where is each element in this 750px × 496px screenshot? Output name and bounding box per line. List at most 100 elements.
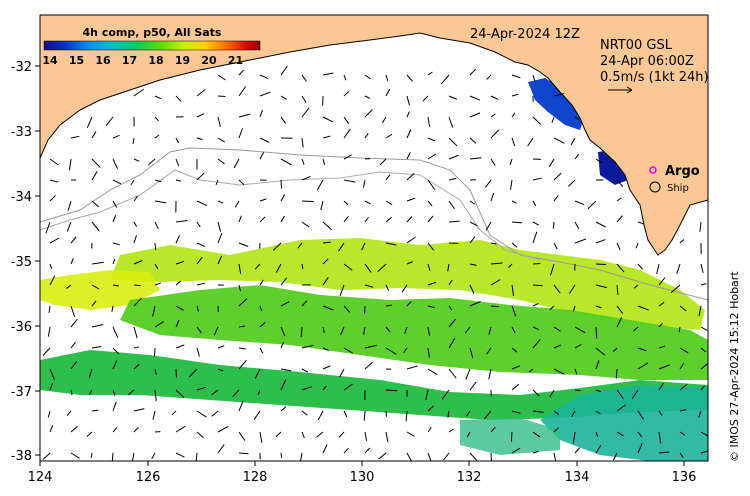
current-arrow bbox=[363, 410, 366, 421]
current-arrow bbox=[280, 406, 287, 412]
current-arrow bbox=[364, 200, 371, 205]
current-arrow bbox=[42, 452, 51, 460]
current-arrow bbox=[510, 179, 513, 190]
current-arrow bbox=[469, 221, 478, 227]
current-arrow bbox=[532, 339, 541, 349]
current-arrow bbox=[238, 400, 244, 412]
current-arrow bbox=[301, 74, 307, 82]
current-arrow bbox=[70, 389, 73, 396]
current-arrow bbox=[343, 154, 352, 160]
current-arrow bbox=[616, 389, 624, 399]
current-arrow bbox=[486, 347, 492, 355]
y-tick-label: -32 bbox=[11, 60, 32, 75]
current-arrow bbox=[679, 383, 688, 391]
sst-patch-blue-coast-north bbox=[528, 78, 585, 130]
current-arrow bbox=[700, 347, 707, 353]
current-arrow bbox=[217, 137, 226, 143]
current-arrow bbox=[322, 347, 329, 351]
current-arrow bbox=[49, 263, 53, 269]
colorbar-tick-label: 17 bbox=[122, 54, 137, 67]
current-arrow bbox=[280, 368, 292, 372]
current-arrow bbox=[385, 216, 392, 223]
current-arrow bbox=[238, 359, 247, 370]
current-arrow bbox=[466, 431, 471, 438]
current-arrow bbox=[637, 305, 649, 311]
current-arrow bbox=[254, 263, 261, 270]
current-arrow bbox=[154, 116, 159, 122]
current-arrow bbox=[259, 137, 270, 143]
current-arrow bbox=[272, 242, 282, 251]
current-arrow bbox=[195, 452, 198, 461]
current-arrow bbox=[427, 116, 431, 127]
current-arrow bbox=[322, 305, 334, 311]
current-arrow bbox=[377, 263, 387, 273]
current-arrow bbox=[238, 284, 241, 292]
current-arrow bbox=[133, 88, 145, 97]
y-tick-label: -38 bbox=[11, 449, 32, 464]
current-arrow bbox=[133, 297, 142, 307]
current-arrow bbox=[447, 410, 450, 418]
current-arrow bbox=[343, 179, 356, 183]
current-arrow bbox=[637, 347, 647, 352]
current-arrow bbox=[196, 305, 200, 312]
current-arrow bbox=[700, 363, 708, 370]
current-arrow bbox=[217, 200, 224, 204]
current-arrow bbox=[637, 431, 643, 438]
current-arrow bbox=[280, 326, 286, 337]
current-arrow bbox=[196, 282, 206, 286]
current-arrow bbox=[595, 305, 602, 309]
current-arrow bbox=[553, 242, 558, 250]
current-arrow bbox=[67, 200, 72, 211]
current-arrow bbox=[532, 284, 543, 287]
current-arrow bbox=[131, 452, 135, 461]
current-arrow bbox=[70, 318, 78, 328]
current-arrow bbox=[339, 284, 345, 297]
current-arrow bbox=[469, 157, 482, 160]
current-arrow bbox=[406, 216, 413, 223]
current-arrow bbox=[427, 281, 437, 286]
current-arrow bbox=[553, 410, 560, 415]
current-arrow bbox=[490, 452, 492, 461]
current-arrow bbox=[700, 263, 704, 274]
current-arrow bbox=[153, 347, 156, 357]
current-arrow bbox=[490, 426, 496, 433]
current-arrow bbox=[658, 410, 663, 416]
current-arrow bbox=[175, 95, 182, 102]
current-arrow bbox=[232, 389, 240, 397]
current-arrow bbox=[217, 444, 225, 454]
current-arrow bbox=[658, 431, 662, 444]
current-arrow bbox=[280, 379, 287, 391]
current-arrow bbox=[385, 347, 397, 355]
current-arrow bbox=[112, 401, 117, 412]
current-arrow bbox=[133, 158, 140, 162]
current-arrow bbox=[217, 74, 226, 81]
plot-frame bbox=[39, 14, 709, 462]
current-arrow bbox=[448, 116, 454, 128]
current-arrow bbox=[280, 194, 286, 202]
current-arrow bbox=[280, 215, 285, 223]
date-label: 24-Apr-2024 12Z bbox=[470, 27, 580, 42]
current-arrow bbox=[133, 284, 141, 287]
current-arrow bbox=[553, 284, 561, 294]
current-arrow bbox=[574, 326, 586, 334]
current-arrow bbox=[484, 410, 492, 420]
current-arrow bbox=[440, 74, 450, 85]
current-arrow bbox=[343, 215, 349, 223]
current-arrow bbox=[175, 452, 185, 458]
current-arrow bbox=[343, 128, 351, 139]
current-arrow bbox=[699, 221, 702, 232]
current-arrow bbox=[196, 410, 207, 418]
current-arrow bbox=[217, 221, 222, 232]
current-arrow bbox=[532, 389, 540, 397]
current-arrow bbox=[679, 305, 687, 312]
current-arrow bbox=[152, 410, 156, 420]
current-arrow bbox=[211, 389, 219, 396]
current-arrow bbox=[280, 341, 285, 349]
current-arrow bbox=[427, 368, 438, 375]
current-arrow bbox=[385, 431, 389, 443]
current-arrow bbox=[238, 431, 246, 441]
current-arrow bbox=[88, 368, 93, 378]
current-arrow bbox=[637, 362, 649, 370]
current-arrow bbox=[322, 365, 331, 370]
current-arrow bbox=[700, 326, 708, 331]
